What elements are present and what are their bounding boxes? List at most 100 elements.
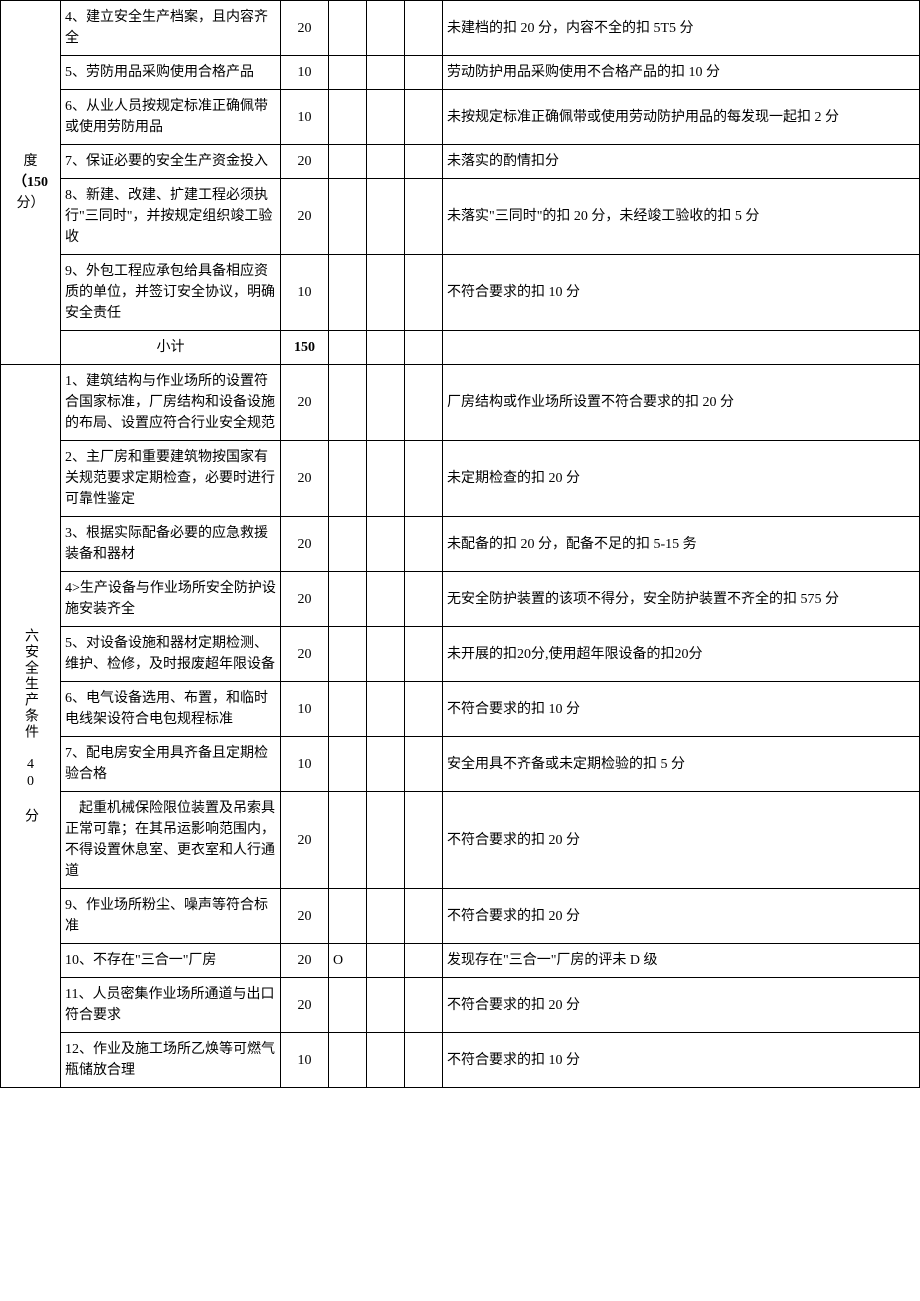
blank-cell [405,365,443,441]
score-cell: 20 [281,978,329,1033]
section-a-line2: （150 [5,172,56,193]
blank-cell [405,517,443,572]
subtotal-label: 小计 [61,331,281,365]
blank-cell [329,145,367,179]
score-cell: 20 [281,944,329,978]
blank-cell [405,737,443,792]
score-cell: 20 [281,365,329,441]
remark-cell: 不符合要求的扣 20 分 [443,792,920,889]
blank-cell [405,627,443,682]
item-cell: 3、根据实际配备必要的应急救援装备和器材 [61,517,281,572]
table-row: 9、作业场所粉尘、噪声等符合标准 20 不符合要求的扣 20 分 [1,889,920,944]
blank-cell [367,255,405,331]
score-cell: 10 [281,90,329,145]
assessment-table: 度 （150 分） 4、建立安全生产档案，且内容齐全 20 未建档的扣 20 分… [0,0,920,1088]
score-cell: 20 [281,627,329,682]
score-cell: 20 [281,441,329,517]
table-row: 5、对设备设施和器材定期检测、维护、检修，及时报废超年限设备 20 未开展的扣2… [1,627,920,682]
item-cell: 6、从业人员按规定标准正确佩带或使用劳防用品 [61,90,281,145]
remark-cell: 未定期检查的扣 20 分 [443,441,920,517]
score-cell: 10 [281,255,329,331]
score-cell: 10 [281,56,329,90]
blank-cell [405,889,443,944]
item-cell: 4>生产设备与作业场所安全防护设施安装齐全 [61,572,281,627]
item-cell: 12、作业及施工场所乙焕等可燃气瓶储放合理 [61,1033,281,1088]
section-header-a: 度 （150 分） [1,1,61,365]
blank-cell [367,792,405,889]
item-cell: 9、作业场所粉尘、噪声等符合标准 [61,889,281,944]
section-a-line3: 分） [5,193,56,214]
blank-cell [443,331,920,365]
blank-cell [367,331,405,365]
remark-cell: 不符合要求的扣 10 分 [443,682,920,737]
remark-cell: 不符合要求的扣 10 分 [443,1033,920,1088]
table-row: 3、根据实际配备必要的应急救援装备和器材 20 未配备的扣 20 分，配备不足的… [1,517,920,572]
table-row: 6、电气设备选用、布置，和临时电线架设符合电包规程标准 10 不符合要求的扣 1… [1,682,920,737]
section-b-label: 六安全生产条件 40 分 [20,628,41,824]
blank-cell [367,1033,405,1088]
item-cell: 7、保证必要的安全生产资金投入 [61,145,281,179]
blank-cell [367,889,405,944]
blank-cell [329,441,367,517]
score-cell: 20 [281,1,329,56]
table-row: 2、主厂房和重要建筑物按国家有关规范要求定期检查，必要时进行可靠性鉴定 20 未… [1,441,920,517]
blank-cell [367,572,405,627]
remark-cell: 未开展的扣20分,使用超年限设备的扣20分 [443,627,920,682]
blank-cell [329,179,367,255]
blank-cell [367,441,405,517]
blank-cell [329,331,367,365]
item-cell: 7、配电房安全用具齐备且定期检验合格 [61,737,281,792]
table-row: 12、作业及施工场所乙焕等可燃气瓶储放合理 10 不符合要求的扣 10 分 [1,1033,920,1088]
table-row: 六安全生产条件 40 分 1、建筑结构与作业场所的设置符合国家标准，厂房结构和设… [1,365,920,441]
blank-cell [405,978,443,1033]
table-row: 4>生产设备与作业场所安全防护设施安装齐全 20 无安全防护装置的该项不得分，安… [1,572,920,627]
table-row: 5、劳防用品采购使用合格产品 10 劳动防护用品采购使用不合格产品的扣 10 分 [1,56,920,90]
item-cell: 10、不存在"三合一"厂房 [61,944,281,978]
remark-cell: 劳动防护用品采购使用不合格产品的扣 10 分 [443,56,920,90]
score-cell: 20 [281,517,329,572]
subtotal-row: 小计 150 [1,331,920,365]
blank-cell [405,255,443,331]
remark-cell: 未按规定标准正确佩带或使用劳动防护用品的每发现一起扣 2 分 [443,90,920,145]
blank-cell [405,792,443,889]
blank-cell [329,255,367,331]
blank-cell [367,179,405,255]
blank-cell [405,56,443,90]
table-row: 度 （150 分） 4、建立安全生产档案，且内容齐全 20 未建档的扣 20 分… [1,1,920,56]
remark-cell: 不符合要求的扣 20 分 [443,978,920,1033]
item-cell: 6、电气设备选用、布置，和临时电线架设符合电包规程标准 [61,682,281,737]
blank-cell [405,441,443,517]
score-cell: 20 [281,889,329,944]
blank-cell [367,145,405,179]
blank-cell [329,792,367,889]
blank-cell [329,889,367,944]
item-cell: 5、劳防用品采购使用合格产品 [61,56,281,90]
remark-cell: 发现存在"三合一"厂房的评未 D 级 [443,944,920,978]
blank-cell [367,1,405,56]
blank-cell [367,365,405,441]
table-row: 11、人员密集作业场所通道与出口符合要求 20 不符合要求的扣 20 分 [1,978,920,1033]
blank-cell [367,56,405,90]
blank-cell [405,90,443,145]
blank-cell [405,145,443,179]
blank-cell [405,1033,443,1088]
score-cell: 10 [281,737,329,792]
blank-cell [329,517,367,572]
blank-cell [329,365,367,441]
blank-cell [329,682,367,737]
blank-cell [367,517,405,572]
score-cell: 20 [281,179,329,255]
blank-cell [367,90,405,145]
table-row: 7、保证必要的安全生产资金投入 20 未落实的酌情扣分 [1,145,920,179]
table-row: 7、配电房安全用具齐备且定期检验合格 10 安全用具不齐备或未定期检验的扣 5 … [1,737,920,792]
item-cell: 11、人员密集作业场所通道与出口符合要求 [61,978,281,1033]
remark-cell: 不符合要求的扣 20 分 [443,889,920,944]
item-cell: 2、主厂房和重要建筑物按国家有关规范要求定期检查，必要时进行可靠性鉴定 [61,441,281,517]
score-cell: 20 [281,572,329,627]
remark-cell: 无安全防护装置的该项不得分，安全防护装置不齐全的扣 575 分 [443,572,920,627]
blank-cell [367,737,405,792]
blank-cell [367,682,405,737]
blank-cell [367,627,405,682]
item-cell: 1、建筑结构与作业场所的设置符合国家标准，厂房结构和设备设施的布局、设置应符合行… [61,365,281,441]
blank-cell [329,627,367,682]
